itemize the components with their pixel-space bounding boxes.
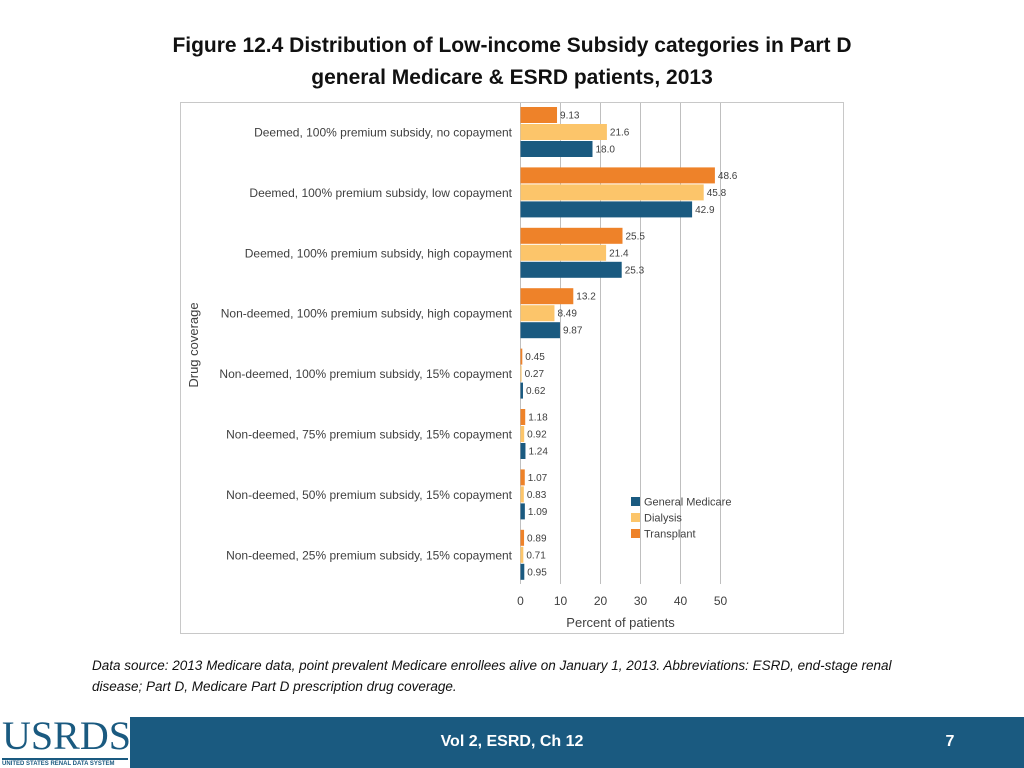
legend-swatch-general-medicare	[631, 497, 640, 506]
bar-dialysis-6	[520, 486, 524, 503]
category-label-1: Deemed, 100% premium subsidy, low copaym…	[249, 186, 512, 200]
legend-label-dialysis: Dialysis	[644, 513, 682, 525]
data-label-general-medicare-0: 18.0	[596, 145, 616, 156]
bar-dialysis-0	[520, 124, 607, 140]
bar-dialysis-1	[520, 184, 704, 201]
data-label-transplant-4: 0.45	[525, 352, 545, 363]
bar-dialysis-7	[520, 546, 524, 563]
page-number: 7	[945, 733, 955, 750]
data-label-transplant-0: 9.13	[560, 111, 580, 122]
bar-transplant-2	[520, 227, 623, 244]
x-tick-label-5: 50	[714, 594, 728, 608]
data-label-general-medicare-5: 1.24	[528, 447, 548, 458]
chart-svg: 9.13 21.6 18.0 Deemed, 100% premium subsidy…	[186, 103, 738, 630]
bar-dialysis-3	[520, 305, 555, 322]
usrds-logo: USRDS UNITED STATES RENAL DATA SYSTEM	[0, 712, 131, 768]
bar-transplant-5	[520, 409, 526, 425]
category-label-6: Non-deemed, 50% premium subsidy, 15% cop…	[226, 488, 513, 502]
data-label-dialysis-4: 0.27	[525, 369, 545, 380]
bar-general-medicare-6	[520, 503, 525, 520]
bar-transplant-0	[520, 107, 558, 123]
data-source-note: Data source: 2013 Medicare data, point p…	[92, 658, 892, 694]
data-label-dialysis-5: 0.92	[527, 430, 547, 441]
footer-bar	[0, 717, 1024, 768]
footer-volume-label: Vol 2, ESRD, Ch 12	[440, 733, 584, 750]
data-label-general-medicare-2: 25.3	[625, 265, 645, 276]
x-tick-label-4: 40	[674, 594, 688, 608]
logo-subtitle: UNITED STATES RENAL DATA SYSTEM	[2, 761, 115, 767]
data-label-general-medicare-6: 1.09	[528, 507, 548, 518]
y-axis-title: Drug coverage	[186, 302, 201, 387]
x-tick-label-1: 10	[554, 594, 568, 608]
data-label-general-medicare-3: 9.87	[563, 326, 583, 337]
bar-transplant-7	[520, 529, 525, 546]
legend-swatch-transplant	[631, 529, 640, 538]
bar-transplant-1	[520, 167, 715, 184]
bar-dialysis-5	[520, 426, 525, 442]
x-axis-title: Percent of patients	[566, 615, 675, 630]
bar-general-medicare-5	[520, 443, 526, 459]
x-tick-label-0: 0	[517, 594, 524, 608]
data-label-dialysis-3: 8.49	[557, 309, 577, 320]
data-label-dialysis-2: 21.4	[609, 248, 629, 259]
bar-general-medicare-3	[520, 322, 560, 339]
legend-swatch-dialysis	[631, 513, 640, 522]
logo-rule	[2, 758, 128, 760]
category-label-5: Non-deemed, 75% premium subsidy, 15% cop…	[226, 428, 513, 442]
x-tick-label-2: 20	[594, 594, 608, 608]
bar-general-medicare-4	[520, 382, 523, 399]
data-label-dialysis-0: 21.6	[610, 128, 630, 139]
logo-wordmark: USRDS	[2, 713, 131, 758]
category-label-3: Non-deemed, 100% premium subsidy, high c…	[221, 307, 513, 321]
bar-transplant-3	[520, 288, 574, 305]
data-label-dialysis-1: 45.8	[707, 188, 727, 199]
legend-label-general-medicare: General Medicare	[644, 497, 731, 509]
data-label-transplant-1: 48.6	[718, 171, 738, 182]
category-label-7: Non-deemed, 25% premium subsidy, 15% cop…	[226, 548, 513, 562]
data-label-dialysis-7: 0.71	[526, 550, 546, 561]
bar-transplant-4	[520, 348, 523, 365]
data-label-transplant-5: 1.18	[528, 413, 548, 424]
data-label-transplant-7: 0.89	[527, 533, 547, 544]
bar-transplant-6	[520, 469, 525, 486]
bar-dialysis-4	[520, 365, 522, 382]
data-label-transplant-3: 13.2	[576, 292, 596, 303]
bar-general-medicare-2	[520, 261, 622, 278]
data-label-dialysis-6: 0.83	[527, 490, 547, 501]
data-label-general-medicare-1: 42.9	[695, 205, 715, 216]
category-label-2: Deemed, 100% premium subsidy, high copay…	[245, 246, 513, 260]
data-label-general-medicare-4: 0.62	[526, 386, 546, 397]
category-label-4: Non-deemed, 100% premium subsidy, 15% co…	[219, 367, 512, 381]
bar-general-medicare-1	[520, 201, 693, 218]
title-line-1: Figure 12.4 Distribution of Low-income S…	[172, 34, 852, 57]
bar-general-medicare-0	[520, 141, 593, 157]
data-label-general-medicare-7: 0.95	[527, 567, 547, 578]
data-label-transplant-6: 1.07	[528, 473, 548, 484]
data-label-transplant-2: 25.5	[626, 231, 646, 242]
title-line-2: general Medicare & ESRD patients, 2013	[311, 66, 713, 89]
legend-label-transplant: Transplant	[644, 529, 696, 541]
category-label-0: Deemed, 100% premium subsidy, no copayme…	[254, 126, 513, 140]
bar-general-medicare-7	[520, 563, 525, 580]
bar-dialysis-2	[520, 244, 607, 261]
slide-title: Figure 12.4 Distribution of Low-income S…	[112, 30, 912, 94]
chart-frame: 9.13 21.6 18.0 Deemed, 100% premium subsidy…	[180, 102, 844, 634]
x-tick-label-3: 30	[634, 594, 648, 608]
